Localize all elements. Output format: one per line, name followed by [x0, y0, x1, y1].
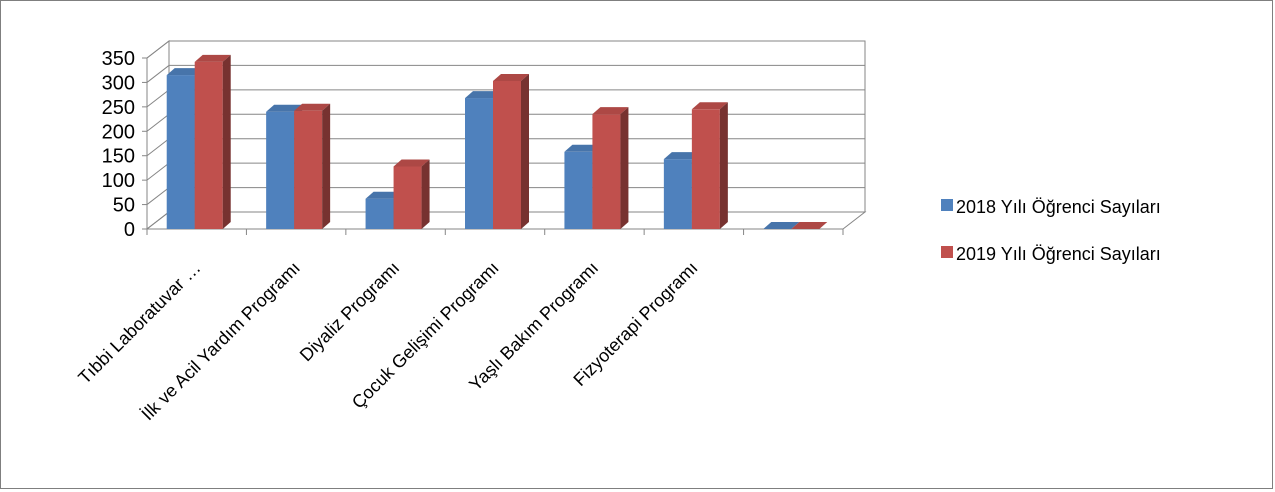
bar [393, 159, 430, 229]
bar-front [465, 98, 493, 229]
x-axis: Tıbbi Laboratuvar …İlk ve Acil Yardım Pr… [74, 228, 844, 424]
bar-top [663, 152, 700, 160]
bar-top [294, 103, 331, 111]
legend-swatch [941, 199, 953, 211]
bar-top [493, 73, 529, 81]
legend: 2018 Yılı Öğrenci Sayıları 2019 Yılı Öğre… [941, 197, 1161, 264]
bar [763, 222, 800, 229]
bar-top [393, 159, 430, 167]
bar-top [365, 191, 402, 199]
bar-top [564, 144, 601, 152]
bar [294, 103, 331, 229]
bar-side [322, 103, 331, 229]
legend-label: 2018 Yılı Öğrenci Sayıları [956, 197, 1161, 217]
bar-side [719, 102, 728, 229]
bar-side [620, 107, 629, 229]
bar-top [266, 104, 303, 112]
gridline [146, 40, 865, 59]
y-tick-label: 350 [102, 48, 135, 70]
y-tick-label: 50 [113, 195, 135, 217]
y-tick-label: 100 [102, 170, 135, 192]
bar-front [365, 198, 394, 229]
bar-front [166, 75, 195, 229]
bar-top [592, 107, 629, 115]
bar-side [421, 159, 430, 229]
bar-top [791, 222, 828, 229]
legend-label: 2019 Yılı Öğrenci Sayıları [956, 244, 1161, 264]
bar [592, 107, 629, 229]
y-tick-label: 0 [124, 219, 135, 241]
bar-top [465, 91, 501, 99]
bar-front [194, 61, 223, 230]
y-tick-label: 150 [102, 146, 135, 168]
bar-front [564, 151, 593, 229]
y-tick-label: 250 [102, 97, 135, 119]
bars [166, 54, 828, 230]
bar-top [166, 68, 203, 76]
bar-top [763, 222, 800, 229]
bar [493, 73, 529, 229]
side-wall [146, 39, 170, 231]
x-category-label: İlk ve Acil Yardım Programı [137, 258, 303, 424]
bar-side [521, 73, 529, 229]
bar-front [691, 109, 720, 229]
bar-side [222, 54, 231, 230]
bar [791, 222, 828, 229]
x-category-label: Diyaliz Programı [296, 258, 404, 366]
bar-front [393, 166, 422, 229]
bar-top [691, 102, 728, 110]
bar [691, 102, 728, 229]
bar-front [493, 80, 521, 229]
bar-front [266, 111, 295, 229]
legend-swatch [941, 246, 953, 258]
gridline [146, 64, 865, 83]
bar-front [592, 114, 621, 229]
bar [194, 54, 231, 230]
bar-top [194, 54, 231, 62]
bar-front [294, 110, 323, 229]
bar-front [663, 159, 692, 229]
y-tick-label: 200 [102, 121, 135, 143]
y-tick-label: 300 [102, 72, 135, 94]
